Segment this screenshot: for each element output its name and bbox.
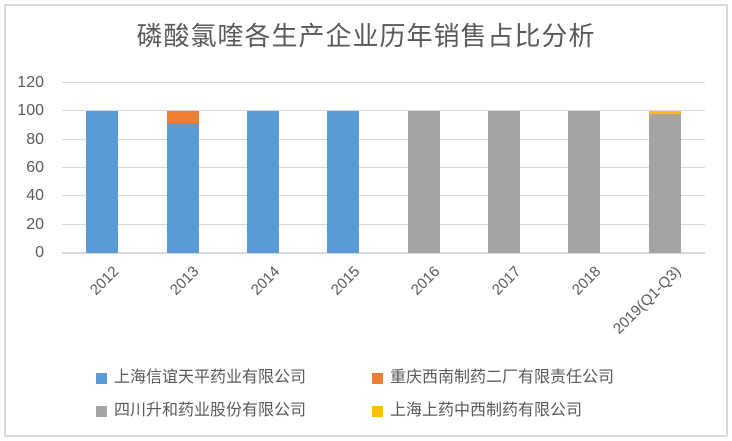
bar-segment — [648, 111, 681, 115]
y-tick-label: 100 — [17, 102, 44, 120]
y-tick-label: 60 — [26, 159, 44, 176]
y-tick-label: 120 — [17, 74, 44, 91]
x-tick-label: 2012 — [86, 263, 123, 299]
y-tick-label: 20 — [26, 215, 44, 233]
gridline — [62, 82, 705, 83]
x-tick-label: 2014 — [247, 263, 283, 299]
gridline — [62, 195, 705, 197]
y-tick-label: 40 — [26, 187, 44, 205]
bar-segment — [246, 111, 279, 253]
bar-segment — [648, 114, 681, 253]
gridline — [62, 138, 705, 140]
bar-segment — [568, 111, 601, 253]
gridline — [62, 252, 705, 254]
x-tick-label: 2016 — [408, 263, 444, 299]
gridline — [62, 223, 705, 225]
bar-segment — [327, 111, 360, 253]
y-tick-label: 80 — [26, 130, 44, 148]
gridline — [62, 110, 705, 112]
x-tick-label: 2015 — [327, 263, 364, 299]
bar-segment — [407, 111, 440, 253]
x-tick-label: 2019(Q1-Q3) — [610, 263, 685, 338]
gridline — [62, 167, 705, 168]
bar-segment — [166, 111, 199, 123]
chart-title: 磷酸氯喹各生产企业历年销售占比分析 — [136, 21, 596, 51]
x-tick-label: 2018 — [568, 263, 605, 299]
bar-segment — [86, 111, 119, 253]
x-tick-label: 2013 — [166, 263, 203, 299]
bar-segment — [488, 111, 521, 253]
y-tick-label: 0 — [35, 244, 44, 261]
x-tick-label: 2017 — [488, 263, 525, 299]
bar-segment — [166, 122, 199, 253]
